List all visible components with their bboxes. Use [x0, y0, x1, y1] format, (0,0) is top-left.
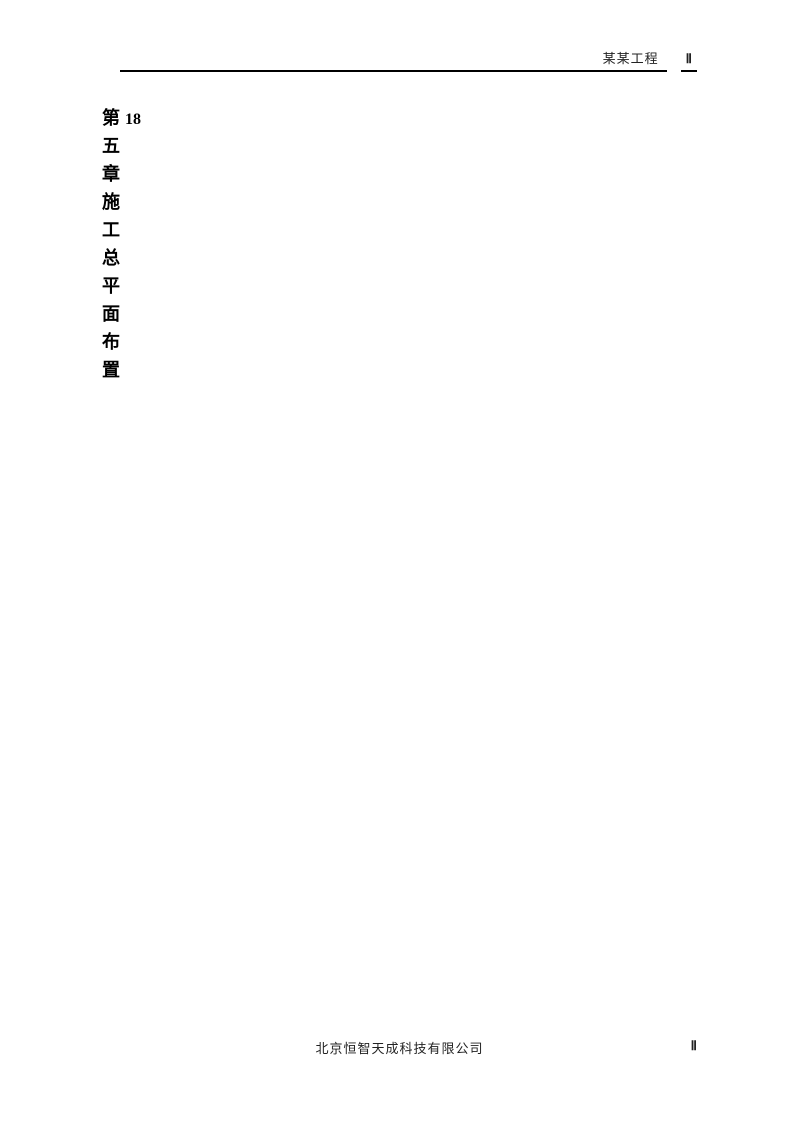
- footer-page-number: Ⅱ: [690, 1038, 697, 1053]
- toc-entry-chapter[interactable]: 第五章 施工总平面布置 18: [102, 104, 793, 1122]
- footer-company: 北京恒智天成科技有限公司: [315, 1041, 484, 1056]
- header-rule: 某某工程: [120, 48, 667, 72]
- header-doc-title: 某某工程: [602, 51, 659, 66]
- toc-entry-page: 18: [125, 106, 793, 1122]
- page-footer: 北京恒智天成科技有限公司 Ⅱ: [102, 1038, 697, 1057]
- toc-entry-label: 第五章 施工总平面布置: [102, 108, 120, 380]
- toc: 第五章 施工总平面布置18第一节 施工现场布置181. 生产大临设施182. 办…: [0, 0, 697, 1122]
- header-page-number: Ⅱ: [680, 51, 697, 72]
- page-header: 某某工程 Ⅱ: [120, 48, 697, 72]
